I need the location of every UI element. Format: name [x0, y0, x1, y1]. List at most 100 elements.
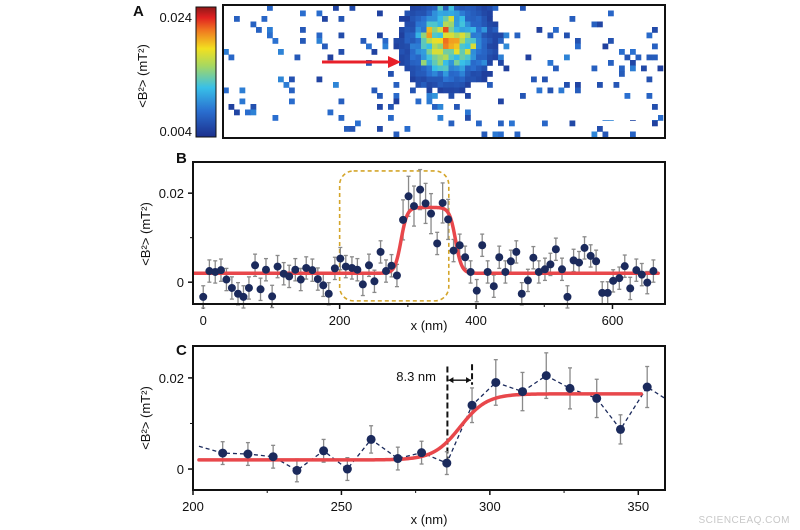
x-axis-label-c: x (nm)	[411, 512, 448, 527]
data-point	[442, 458, 452, 468]
heatmap-cell	[443, 27, 449, 33]
heatmap-cell	[371, 87, 378, 94]
heatmap-cell	[415, 5, 422, 11]
heatmap-cell	[459, 32, 466, 39]
heatmap-cell	[591, 21, 598, 28]
heatmap-cell	[476, 10, 482, 17]
data-point	[218, 448, 228, 458]
data-point	[529, 253, 538, 262]
heatmap-cell	[432, 5, 438, 11]
heatmap-cell	[223, 49, 229, 55]
heatmap-cell	[652, 43, 658, 50]
heatmap-cell	[399, 49, 405, 55]
heatmap-cell	[492, 27, 499, 33]
heatmap-cell	[448, 27, 455, 33]
heatmap-cell	[245, 109, 251, 116]
heatmap-cell	[360, 38, 367, 44]
heatmap-cell	[426, 98, 433, 105]
heatmap-cell	[514, 32, 521, 39]
panel-label-c: C	[176, 342, 187, 359]
heatmap-cell	[608, 38, 614, 44]
heatmap-cell	[459, 82, 466, 88]
heatmap-cell	[487, 21, 493, 28]
heatmap-cell	[575, 43, 581, 50]
heatmap-cell	[476, 32, 482, 39]
data-point	[251, 261, 260, 270]
heatmap-cell	[448, 82, 455, 88]
data-point	[491, 377, 501, 387]
heatmap-cell	[437, 49, 444, 55]
watermark: SCIENCEAQ.COM	[698, 515, 790, 526]
heatmap-cell	[454, 104, 460, 110]
heatmap-cell	[410, 10, 416, 17]
heatmap-cell	[470, 27, 477, 33]
data-point	[523, 276, 532, 285]
heatmap-cell	[404, 16, 411, 22]
heatmap-cell	[294, 54, 301, 61]
heatmap-cell	[470, 43, 477, 50]
heatmap-cell	[547, 32, 554, 39]
heatmap-cell	[267, 5, 273, 11]
heatmap-cell	[278, 49, 284, 55]
heatmap-cell	[355, 120, 361, 127]
panel-label-b: B	[176, 150, 187, 167]
heatmap-cell	[481, 10, 488, 17]
data-point	[199, 292, 208, 301]
data-point	[268, 452, 278, 462]
data-point	[541, 371, 551, 381]
heatmap-cell	[410, 87, 416, 94]
heatmap-cell	[448, 71, 455, 77]
heatmap-cell	[459, 49, 466, 55]
heatmap-cell	[421, 38, 427, 44]
heatmap-cell	[481, 54, 488, 61]
heatmap-cell	[448, 43, 455, 50]
heatmap-cell	[426, 10, 433, 17]
heatmap-cell	[630, 49, 636, 55]
heatmap-cell	[426, 38, 433, 44]
heatmap-cell	[404, 54, 411, 61]
heatmap-cell	[404, 65, 411, 72]
heatmap-cell	[443, 32, 449, 39]
heatmap-cell	[641, 65, 647, 72]
data-point	[292, 465, 302, 475]
heatmap-cell	[459, 21, 466, 28]
heatmap-cell	[399, 32, 405, 39]
heatmap-cell	[470, 21, 477, 28]
x-tick-label: 0	[200, 313, 207, 328]
heatmap-cell	[481, 16, 488, 22]
heatmap-cell	[476, 43, 482, 50]
heatmap-cell	[465, 10, 471, 17]
heatmap-cell	[426, 82, 433, 88]
heatmap-cell	[393, 93, 400, 99]
data-point	[472, 286, 481, 295]
heatmap-cell	[267, 32, 273, 39]
heatmap-cell	[619, 65, 625, 72]
data-point	[358, 280, 367, 289]
data-point	[330, 264, 339, 273]
heatmap-cell	[454, 71, 460, 77]
data-point	[632, 266, 641, 275]
heatmap-cell	[432, 16, 438, 22]
heatmap-cell	[421, 76, 427, 83]
heatmap-cell	[377, 10, 383, 17]
heatmap-cell	[564, 32, 570, 39]
heatmap-cell	[437, 21, 444, 28]
data-point	[483, 267, 492, 276]
data-point	[273, 262, 282, 271]
heatmap-cell	[426, 43, 433, 50]
data-point	[261, 265, 270, 274]
data-point	[558, 265, 567, 274]
heatmap-cell	[443, 76, 449, 83]
data-point	[546, 260, 555, 269]
heatmap-cell	[553, 65, 559, 72]
data-point	[575, 258, 584, 267]
y-axis-label-c: <B²> (mT²)	[138, 386, 153, 450]
x-tick-label: 600	[602, 313, 624, 328]
heatmap-cell	[437, 54, 444, 61]
heatmap-cell	[404, 27, 411, 33]
heatmap-cell	[553, 27, 559, 33]
data-point	[302, 263, 311, 272]
heatmap-cell	[261, 16, 268, 22]
heatmap-cell	[465, 54, 471, 61]
